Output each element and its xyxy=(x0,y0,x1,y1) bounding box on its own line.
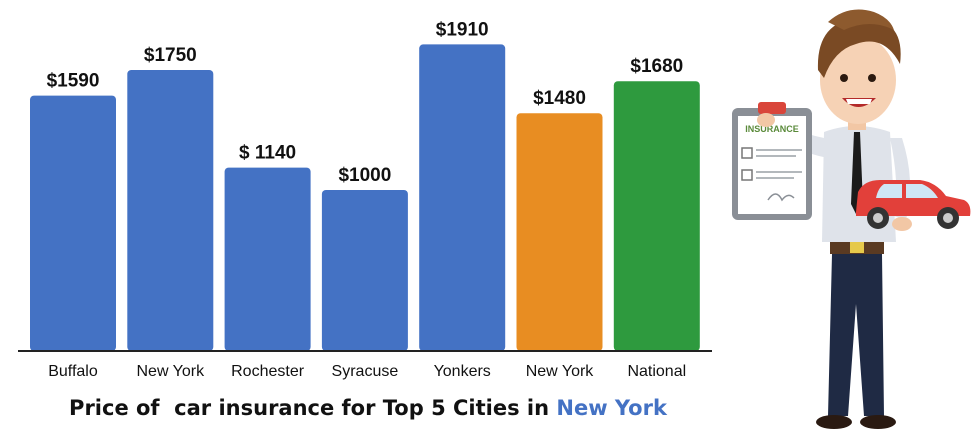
caption-text: Price of car insurance for Top 5 Cities … xyxy=(69,396,557,420)
hair-highlight-icon xyxy=(828,9,894,30)
value-label-4: $1910 xyxy=(436,19,489,40)
car-hub-icon xyxy=(873,213,883,223)
value-label-3: $1000 xyxy=(338,165,391,186)
hand-icon xyxy=(892,217,912,231)
trousers-icon xyxy=(828,254,884,416)
value-label-1: $1750 xyxy=(144,45,197,66)
checkbox-icon xyxy=(741,147,753,159)
category-label-5: New York xyxy=(526,363,595,380)
category-label-6: National xyxy=(627,363,686,380)
face-icon xyxy=(820,36,896,124)
insurance-agent-illustration: INSURANCE xyxy=(732,9,971,429)
hand-icon xyxy=(757,113,775,127)
right-eye-icon xyxy=(868,74,876,82)
car-icon xyxy=(856,180,971,229)
car-hub-icon xyxy=(943,213,953,223)
value-label-6: $1680 xyxy=(630,56,683,77)
clipboard-paper-icon xyxy=(738,116,806,214)
bar-6 xyxy=(613,81,700,351)
bar-5 xyxy=(516,113,603,351)
value-label-2: $ 1140 xyxy=(239,143,296,164)
car-window-icon xyxy=(906,184,938,198)
category-label-3: Syracuse xyxy=(332,363,399,380)
bar-1 xyxy=(127,70,214,351)
bars-group xyxy=(30,44,700,352)
right-shoe-icon xyxy=(860,415,896,429)
bar-3 xyxy=(321,190,408,351)
bar-4 xyxy=(419,44,506,352)
category-label-4: Yonkers xyxy=(434,363,491,380)
bar-2 xyxy=(224,167,311,351)
clipboard-title: INSURANCE xyxy=(745,124,799,134)
hair-icon xyxy=(817,17,901,79)
category-labels-group: Buffalo New York Rochester Syracuse Yonkers N… xyxy=(48,363,686,380)
left-eye-icon xyxy=(840,74,848,82)
belt-buckle-icon xyxy=(850,241,864,253)
left-shoe-icon xyxy=(816,415,852,429)
bar-0 xyxy=(30,95,116,351)
checkbox-icon xyxy=(741,169,753,181)
teeth-icon xyxy=(846,99,872,104)
car-window-icon xyxy=(876,184,902,198)
signature-icon xyxy=(767,193,795,202)
value-label-5: $1480 xyxy=(533,88,586,109)
category-label-2: Rochester xyxy=(231,363,305,380)
chart-caption: Price of car insurance for Top 5 Cities … xyxy=(0,396,736,420)
category-label-0: Buffalo xyxy=(48,363,98,380)
value-label-0: $1590 xyxy=(47,71,100,92)
category-label-1: New York xyxy=(137,363,206,380)
value-labels-group: $1590 $1750 $ 1140 $1000 $1910 $1480 $1680 xyxy=(47,19,684,186)
bar-chart: $1590 $1750 $ 1140 $1000 $1910 $1480 $1680 Buf… xyxy=(18,19,712,380)
caption-highlight: New York xyxy=(556,396,667,420)
clipboard-clip-icon xyxy=(758,102,786,114)
